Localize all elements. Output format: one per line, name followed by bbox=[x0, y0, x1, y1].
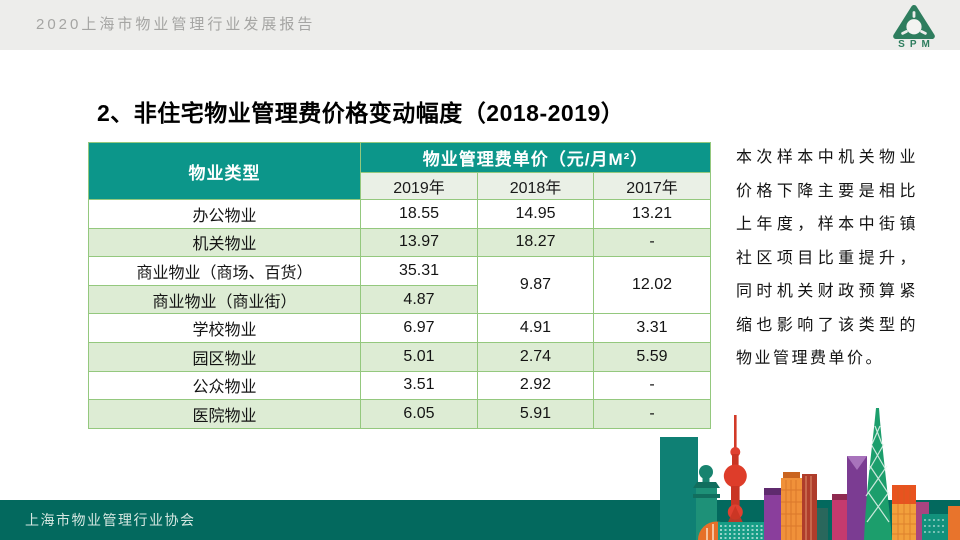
cell-2017: 5.59 bbox=[593, 341, 711, 372]
cell-type: 医院物业 bbox=[88, 399, 361, 429]
table-row: 学校物业 6.97 4.91 3.31 bbox=[88, 313, 711, 343]
cell-2017: 13.21 bbox=[593, 199, 711, 229]
cell-2018: 18.27 bbox=[477, 227, 594, 258]
cell-2019: 6.05 bbox=[360, 399, 478, 429]
table-year-header-row: 2019年 2018年 2017年 bbox=[89, 172, 711, 200]
spm-logo: SPM bbox=[888, 4, 940, 50]
cell-2017: 3.31 bbox=[593, 313, 711, 343]
cell-2018: 5.91 bbox=[477, 399, 594, 429]
cell-2017: - bbox=[593, 370, 711, 401]
cell-2019: 13.97 bbox=[360, 227, 478, 258]
cell-2019: 18.55 bbox=[360, 199, 478, 229]
topbar: 2020上海市物业管理行业发展报告 SPM bbox=[0, 0, 960, 50]
cell-type: 商业物业（商场、百货） bbox=[88, 256, 361, 286]
col-header-2018: 2018年 bbox=[477, 172, 594, 200]
side-note: 本次样本中机关物业价格下降主要是相比上年度，样本中街镇社区项目比重提升，同时机关… bbox=[736, 149, 918, 367]
spm-logo-text: SPM bbox=[898, 39, 935, 50]
footer: 上海市物业管理行业协会 bbox=[0, 500, 960, 540]
table-header-row: 物业类型 物业管理费单价（元/月M²） bbox=[88, 142, 711, 200]
spm-logo-icon bbox=[893, 4, 935, 40]
cell-type: 公众物业 bbox=[88, 370, 361, 401]
table-row: 公众物业 3.51 2.92 - bbox=[88, 370, 711, 401]
cell-2019: 4.87 bbox=[360, 284, 478, 315]
table-row: 机关物业 13.97 18.27 - bbox=[88, 227, 711, 258]
cell-2018: 14.95 bbox=[477, 199, 594, 229]
cell-type: 园区物业 bbox=[88, 341, 361, 372]
cell-2019: 35.31 bbox=[360, 256, 478, 286]
cell-2019: 6.97 bbox=[360, 313, 478, 343]
cell-type: 学校物业 bbox=[88, 313, 361, 343]
table-row: 园区物业 5.01 2.74 5.59 bbox=[88, 341, 711, 372]
cell-type: 办公物业 bbox=[88, 199, 361, 229]
col-header-2017: 2017年 bbox=[593, 172, 711, 200]
cell-2017-merged: 12.02 bbox=[593, 256, 711, 315]
col-header-2019: 2019年 bbox=[360, 172, 478, 200]
cell-type: 机关物业 bbox=[88, 227, 361, 258]
cell-2019: 5.01 bbox=[360, 341, 478, 372]
footer-org-name: 上海市物业管理行业协会 bbox=[25, 512, 196, 528]
table-row: 商业物业（商场、百货） 35.31 9.87 12.02 bbox=[88, 256, 711, 315]
cell-2017: - bbox=[593, 227, 711, 258]
cell-type: 商业物业（商业街） bbox=[88, 284, 361, 315]
table-row: 办公物业 18.55 14.95 13.21 bbox=[88, 199, 711, 229]
cell-2018: 4.91 bbox=[477, 313, 594, 343]
table-row: 商业物业（商业街） 4.87 bbox=[88, 284, 711, 315]
cell-2018: 2.74 bbox=[477, 341, 594, 372]
col-header-property-type: 物业类型 bbox=[88, 142, 361, 200]
cell-2017: - bbox=[593, 399, 711, 429]
table-row: 医院物业 6.05 5.91 - bbox=[88, 399, 711, 429]
cell-2018: 2.92 bbox=[477, 370, 594, 401]
cell-2018-merged: 9.87 bbox=[477, 256, 594, 315]
fee-table: 物业类型 物业管理费单价（元/月M²） 2019年 2018年 2017年 办公… bbox=[88, 142, 711, 429]
slide-title: 2、非住宅物业管理费价格变动幅度（2018-2019） bbox=[97, 100, 625, 126]
cell-2019: 3.51 bbox=[360, 370, 478, 401]
col-header-fee-group: 物业管理费单价（元/月M²） bbox=[360, 142, 711, 173]
report-title: 2020上海市物业管理行业发展报告 bbox=[36, 16, 316, 33]
